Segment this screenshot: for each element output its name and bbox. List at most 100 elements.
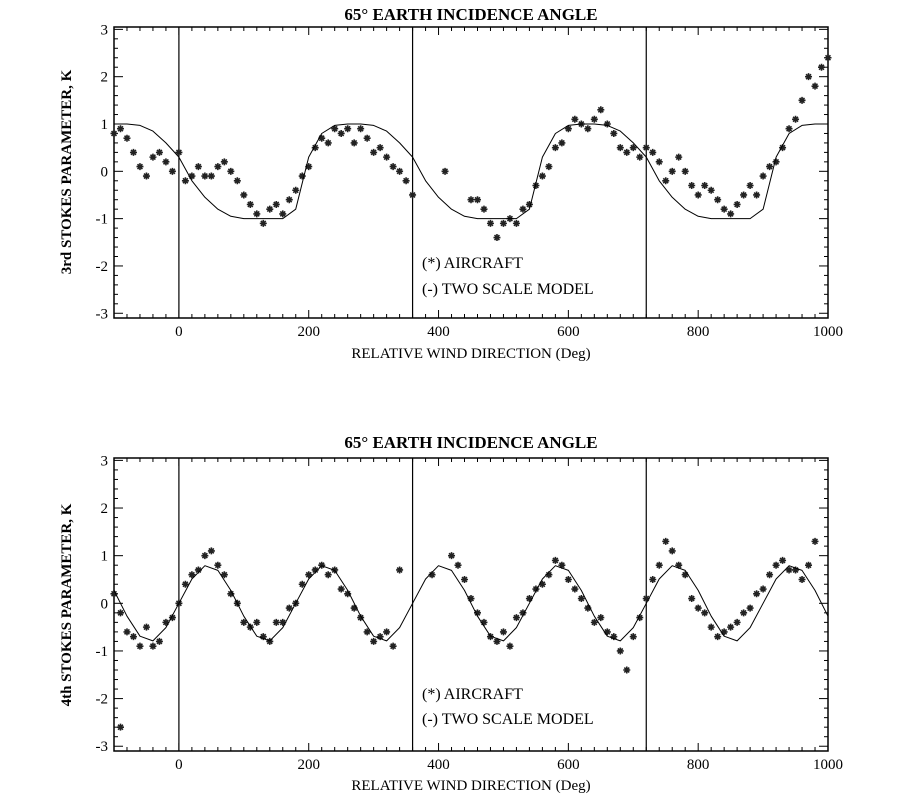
aircraft-point <box>272 618 280 626</box>
aircraft-point <box>324 571 332 579</box>
aircraft-point <box>811 537 819 545</box>
aircraft-point <box>149 642 157 650</box>
aircraft-point <box>389 163 397 171</box>
aircraft-point <box>363 134 371 142</box>
aircraft-point <box>344 590 352 598</box>
aircraft-point <box>616 144 624 152</box>
aircraft-point <box>181 177 189 185</box>
aircraft-point <box>396 167 404 175</box>
aircraft-point <box>675 561 683 569</box>
aircraft-point <box>207 172 215 180</box>
aircraft-point <box>584 604 592 612</box>
aircraft-point <box>188 172 196 180</box>
aircraft-point <box>129 633 137 641</box>
aircraft-point <box>480 618 488 626</box>
aircraft-point <box>571 115 579 123</box>
aircraft-point <box>675 153 683 161</box>
x-tick-label: 200 <box>297 324 320 340</box>
aircraft-point <box>220 158 228 166</box>
aircraft-point <box>811 82 819 90</box>
aircraft-point <box>785 566 793 574</box>
aircraft-point <box>733 618 741 626</box>
x-tick-label: 0 <box>175 757 183 773</box>
aircraft-point <box>753 590 761 598</box>
aircraft-point <box>201 172 209 180</box>
aircraft-point <box>493 234 501 242</box>
plot-frame <box>113 26 829 319</box>
aircraft-point <box>792 566 800 574</box>
plot-frame <box>113 457 829 752</box>
aircraft-point <box>409 191 417 199</box>
aircraft-point <box>376 633 384 641</box>
aircraft-point <box>318 134 326 142</box>
aircraft-point <box>714 633 722 641</box>
aircraft-point <box>694 604 702 612</box>
aircraft-point <box>305 163 313 171</box>
aircraft-point <box>142 623 150 631</box>
aircraft-point <box>370 148 378 156</box>
y-tick-label: 3 <box>101 22 109 38</box>
aircraft-point <box>759 172 767 180</box>
aircraft-point <box>603 120 611 128</box>
chart-title: 65° EARTH INCIDENCE ANGLE <box>344 5 597 24</box>
y-axis-label: 4th STOKES PARAMETER, K <box>59 503 75 706</box>
aircraft-point <box>629 633 637 641</box>
aircraft-point <box>168 167 176 175</box>
aircraft-point <box>129 148 137 156</box>
aircraft-point <box>207 547 215 555</box>
aircraft-point <box>558 561 566 569</box>
aircraft-point <box>564 125 572 133</box>
y-tick-label: -3 <box>96 739 109 755</box>
aircraft-point <box>116 723 124 731</box>
aircraft-point <box>155 637 163 645</box>
x-tick-label: 600 <box>557 757 580 773</box>
aircraft-point <box>324 139 332 147</box>
aircraft-point <box>292 186 300 194</box>
aircraft-point <box>545 163 553 171</box>
aircraft-point <box>688 182 696 190</box>
x-tick-label: 800 <box>687 324 710 340</box>
aircraft-point <box>688 595 696 603</box>
aircraft-point <box>590 618 598 626</box>
aircraft-point <box>279 618 287 626</box>
y-tick-label: 2 <box>101 501 109 517</box>
legend-model: (-) TWO SCALE MODEL <box>422 711 594 728</box>
aircraft-point <box>448 552 456 560</box>
aircraft-point <box>461 575 469 583</box>
aircraft-point <box>701 609 709 617</box>
aircraft-point <box>551 556 559 564</box>
aircraft-point <box>545 571 553 579</box>
model-line <box>114 123 828 220</box>
y-tick-label: 2 <box>101 70 109 86</box>
aircraft-point <box>253 210 261 218</box>
aircraft-point <box>785 125 793 133</box>
aircraft-point <box>499 628 507 636</box>
aircraft-point <box>538 172 546 180</box>
aircraft-point <box>532 585 540 593</box>
aircraft-point <box>240 618 248 626</box>
aircraft-point <box>493 637 501 645</box>
aircraft-point <box>642 595 650 603</box>
aircraft-point <box>285 196 293 204</box>
aircraft-point <box>376 144 384 152</box>
aircraft-point <box>162 618 170 626</box>
aircraft-point <box>668 167 676 175</box>
aircraft-point <box>402 177 410 185</box>
aircraft-point <box>480 205 488 213</box>
aircraft-point <box>714 196 722 204</box>
x-tick-label: 0 <box>175 324 183 340</box>
aircraft-point <box>623 666 631 674</box>
aircraft-point <box>681 571 689 579</box>
y-tick-label: -3 <box>96 306 109 322</box>
aircraft-point <box>266 637 274 645</box>
aircraft-point <box>123 134 131 142</box>
y-tick-label: 1 <box>101 549 109 565</box>
aircraft-point <box>246 200 254 208</box>
aircraft-point <box>123 628 131 636</box>
aircraft-point <box>389 642 397 650</box>
aircraft-point <box>110 590 118 598</box>
aircraft-point <box>175 148 183 156</box>
aircraft-point <box>499 219 507 227</box>
aircraft-point <box>305 571 313 579</box>
aircraft-point <box>214 561 222 569</box>
